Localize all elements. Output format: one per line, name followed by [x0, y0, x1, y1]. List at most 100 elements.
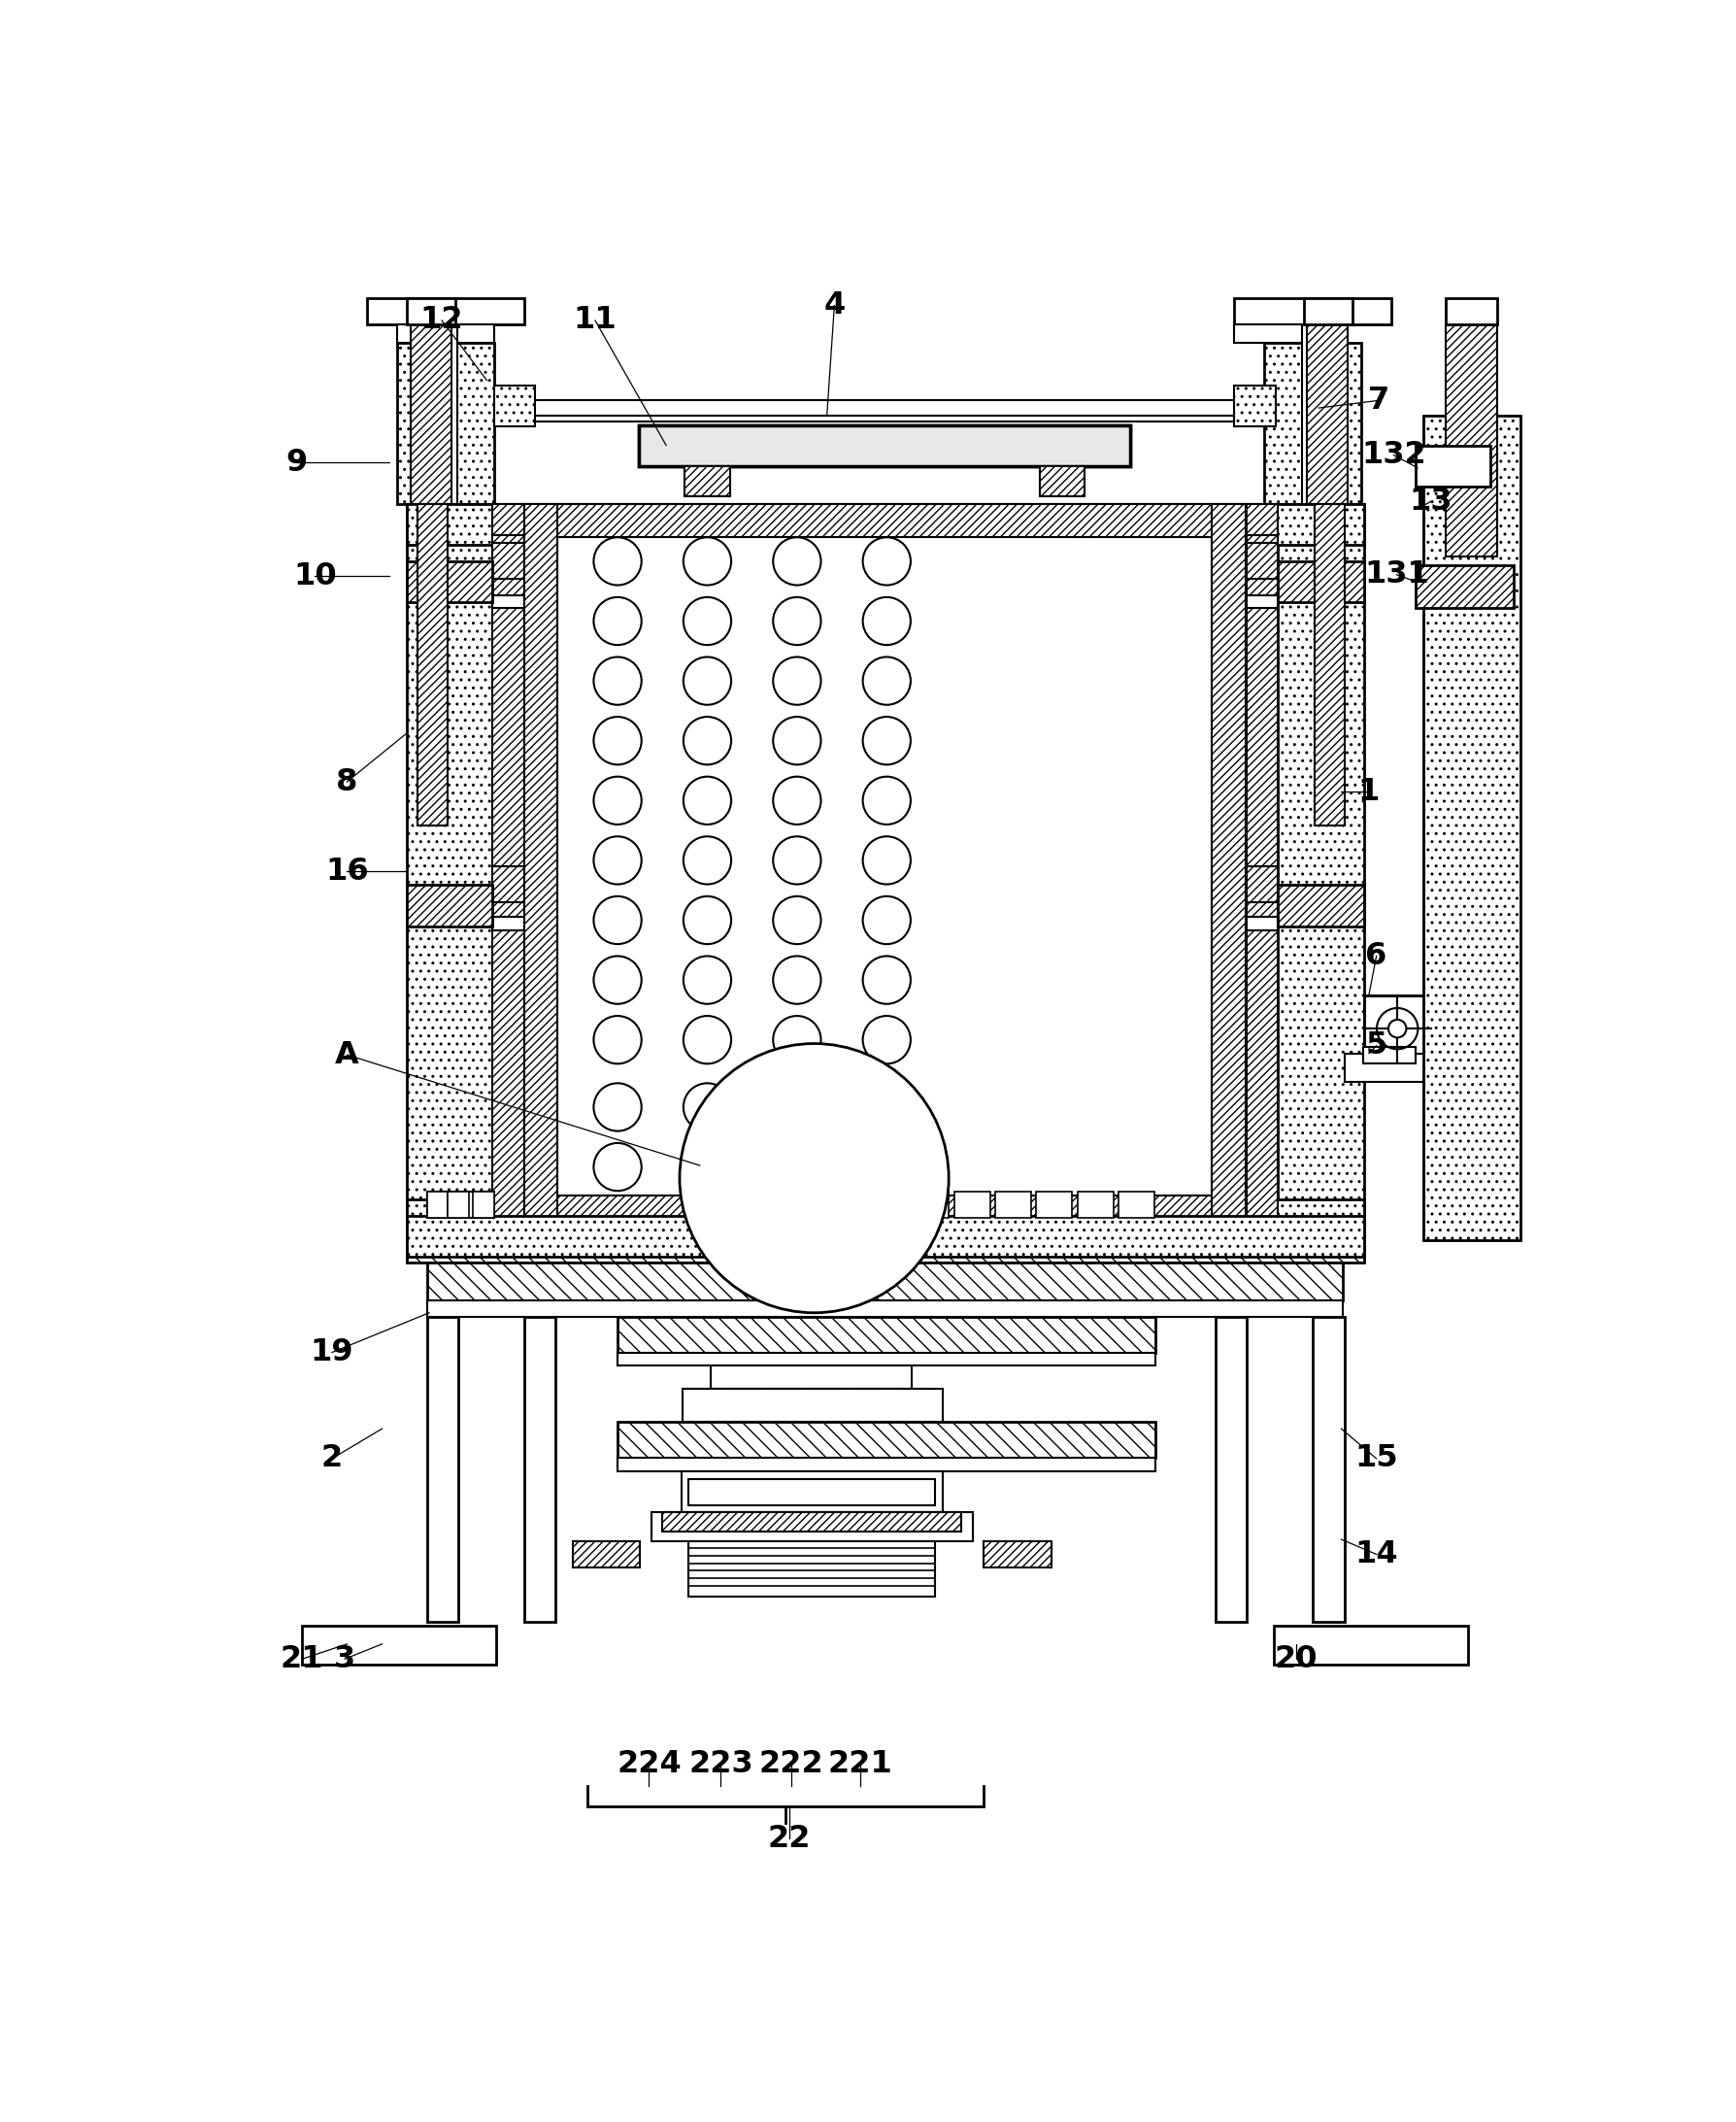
Text: 222: 222: [759, 1749, 823, 1778]
Bar: [1036, 1193, 1073, 1218]
Bar: [1307, 325, 1347, 503]
Circle shape: [773, 895, 821, 944]
Bar: [1234, 325, 1332, 344]
Bar: [639, 424, 1130, 467]
Bar: [420, 325, 457, 556]
Circle shape: [684, 895, 731, 944]
Text: 6: 6: [1366, 940, 1387, 972]
Circle shape: [773, 658, 821, 705]
Circle shape: [773, 957, 821, 1004]
Bar: [427, 1301, 1342, 1316]
Bar: [1118, 1193, 1154, 1218]
Bar: [1314, 503, 1344, 825]
Bar: [639, 424, 1130, 467]
Bar: [1212, 503, 1245, 1224]
Bar: [427, 1193, 448, 1218]
Bar: [618, 1458, 1156, 1471]
Bar: [686, 1388, 720, 1422]
Bar: [495, 416, 1276, 422]
Bar: [417, 503, 448, 825]
Bar: [681, 1471, 943, 1513]
Text: 14: 14: [1354, 1538, 1397, 1570]
Bar: [1363, 1048, 1415, 1063]
Bar: [1246, 866, 1278, 902]
Bar: [618, 1352, 1156, 1367]
Bar: [1246, 594, 1278, 609]
Bar: [686, 467, 729, 497]
Bar: [1364, 995, 1430, 1063]
Text: 223: 223: [689, 1749, 753, 1778]
Circle shape: [684, 717, 731, 764]
Bar: [913, 1193, 950, 1218]
Bar: [1246, 503, 1278, 1239]
Bar: [618, 1422, 1156, 1458]
Bar: [891, 1388, 927, 1422]
Bar: [1345, 1053, 1427, 1082]
Bar: [493, 543, 524, 579]
Bar: [849, 1388, 885, 1422]
Circle shape: [594, 1144, 642, 1190]
Circle shape: [773, 836, 821, 885]
Bar: [955, 1193, 990, 1218]
Bar: [493, 1224, 1278, 1256]
Bar: [302, 1625, 496, 1664]
Circle shape: [684, 537, 731, 586]
Circle shape: [594, 957, 642, 1004]
Text: 20: 20: [1274, 1645, 1318, 1674]
Bar: [493, 866, 524, 902]
Circle shape: [863, 836, 911, 885]
Bar: [1417, 564, 1514, 609]
Bar: [573, 1541, 641, 1566]
Bar: [406, 1216, 1364, 1256]
Circle shape: [679, 1044, 950, 1314]
Circle shape: [773, 1144, 821, 1190]
Circle shape: [594, 596, 642, 645]
Bar: [427, 1263, 1342, 1301]
Bar: [366, 297, 524, 325]
Bar: [493, 594, 524, 609]
Text: 224: 224: [616, 1749, 681, 1778]
Circle shape: [594, 1082, 642, 1131]
Bar: [682, 1388, 943, 1422]
Text: 15: 15: [1354, 1443, 1397, 1473]
Bar: [786, 1282, 842, 1301]
Circle shape: [773, 717, 821, 764]
Bar: [1312, 1316, 1344, 1621]
Circle shape: [863, 717, 911, 764]
Circle shape: [684, 1082, 731, 1131]
Circle shape: [684, 836, 731, 885]
Circle shape: [684, 658, 731, 705]
Bar: [1424, 416, 1521, 1239]
Circle shape: [684, 777, 731, 825]
Bar: [406, 885, 493, 925]
Circle shape: [863, 1144, 911, 1190]
Text: 13: 13: [1410, 486, 1453, 516]
Bar: [406, 1239, 1364, 1263]
Circle shape: [773, 1082, 821, 1131]
Bar: [781, 1224, 845, 1258]
Circle shape: [594, 1016, 642, 1063]
Text: 221: 221: [828, 1749, 892, 1778]
Text: 3: 3: [333, 1645, 356, 1674]
Bar: [1417, 446, 1491, 486]
Bar: [524, 1195, 1245, 1224]
Circle shape: [1389, 1021, 1406, 1038]
Circle shape: [684, 957, 731, 1004]
Text: 22: 22: [767, 1823, 811, 1853]
Bar: [1234, 297, 1391, 325]
Bar: [427, 1316, 458, 1621]
Bar: [493, 503, 1278, 535]
Bar: [800, 1078, 830, 1294]
Bar: [524, 503, 557, 1224]
Text: 132: 132: [1361, 439, 1425, 471]
Bar: [493, 917, 524, 929]
Bar: [474, 1193, 495, 1218]
Circle shape: [594, 717, 642, 764]
Bar: [1302, 325, 1338, 556]
Circle shape: [594, 836, 642, 885]
Bar: [406, 560, 493, 603]
Bar: [427, 1193, 495, 1218]
Bar: [871, 1193, 908, 1218]
Bar: [618, 1316, 1156, 1352]
Text: A: A: [335, 1040, 359, 1069]
